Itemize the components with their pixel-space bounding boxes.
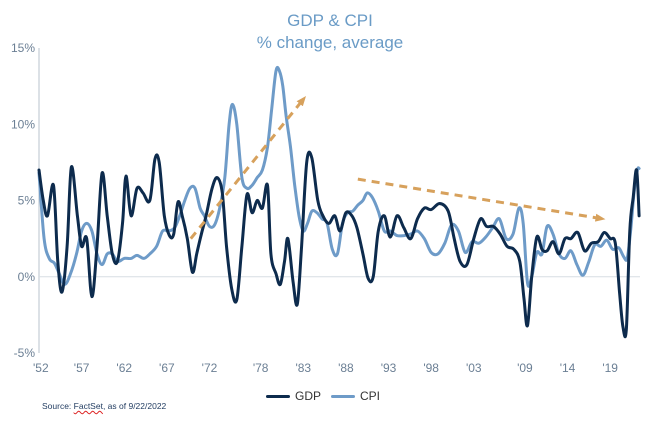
x-tick-label: '83 xyxy=(295,361,311,375)
legend-label-cpi: CPI xyxy=(360,389,381,403)
source-suffix: , as of 9/22/2022 xyxy=(102,401,167,411)
x-tick-label: '78 xyxy=(253,361,269,375)
legend-swatch-gdp xyxy=(266,394,290,398)
x-tick-label: '98 xyxy=(423,361,439,375)
chart-title: GDP & CPI xyxy=(287,11,373,30)
y-tick-label: 15% xyxy=(11,41,35,55)
x-tick-label: '67 xyxy=(159,361,175,375)
x-tick-label: '19 xyxy=(602,361,618,375)
x-tick-label: '14 xyxy=(560,361,576,375)
x-tick-label: '52 xyxy=(33,361,49,375)
annotations-layer xyxy=(189,95,606,240)
y-tick-label: 0% xyxy=(18,270,36,284)
legend-label-gdp: GDP xyxy=(295,389,322,403)
series-layer xyxy=(37,65,641,339)
x-tick-label: '93 xyxy=(381,361,397,375)
y-tick-label: 5% xyxy=(18,194,36,208)
x-tick-label: '62 xyxy=(116,361,132,375)
legend-swatch-cpi xyxy=(331,394,356,398)
axes-layer: -5% 0% 5% 10% 15% '52 '57 '62 '67 '72 '78 '83 '88 '93… xyxy=(11,41,640,375)
x-tick-label: '03 xyxy=(466,361,482,375)
x-tick-label: '57 xyxy=(74,361,90,375)
series-line-gdp xyxy=(37,150,641,339)
y-tick-label: -5% xyxy=(14,346,36,360)
legend-item-cpi: CPI xyxy=(331,389,380,403)
x-tick-label: '09 xyxy=(517,361,533,375)
x-tick-label: '88 xyxy=(338,361,354,375)
series-line-cpi xyxy=(37,65,641,288)
trend-arrow-2 xyxy=(357,177,606,222)
source-note: Source: FactSet, as of 9/22/2022 xyxy=(42,401,166,411)
trend-arrow-1 xyxy=(189,95,307,240)
source-name: FactSet xyxy=(73,401,103,411)
chart-subtitle: % change, average xyxy=(256,33,404,52)
chart-legend: GDP CPI xyxy=(266,389,380,403)
source-prefix: Source: xyxy=(42,401,74,411)
legend-item-gdp: GDP xyxy=(266,389,321,403)
y-tick-label: 10% xyxy=(11,117,35,131)
x-tick-label: '72 xyxy=(202,361,218,375)
